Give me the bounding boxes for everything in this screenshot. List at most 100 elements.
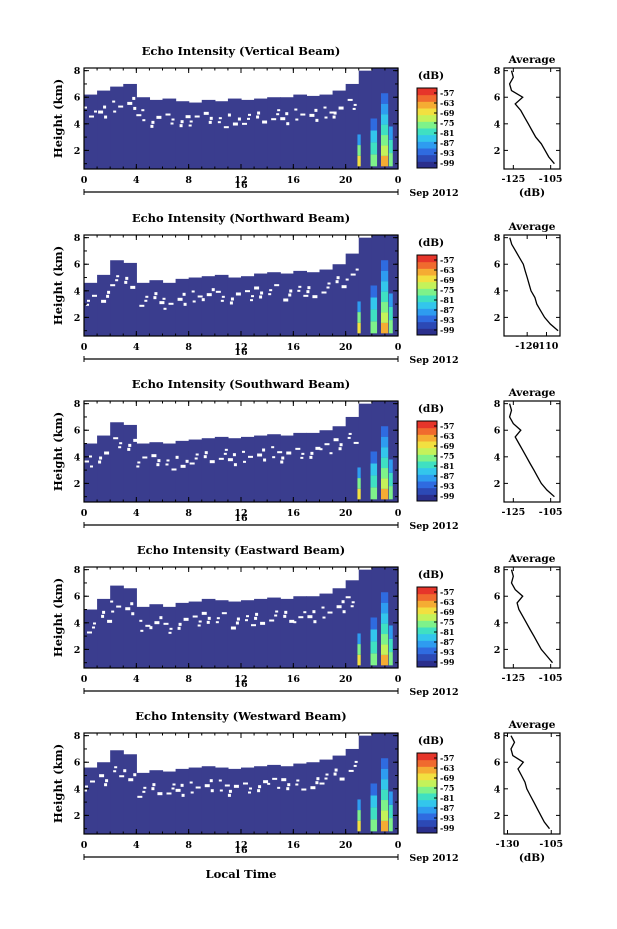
heatmap-gap [309, 113, 315, 117]
heatmap-gap [84, 106, 87, 109]
x-tick-label: 20 [339, 175, 353, 186]
heatmap-gap [341, 600, 345, 604]
colorbar-swatch [417, 607, 437, 615]
heatmap-cell [214, 101, 229, 169]
heatmap-gap [280, 460, 284, 464]
heatmap-gap [142, 456, 148, 459]
colorbar-tick-label: -87 [440, 471, 454, 481]
colorbar-swatch [417, 427, 437, 435]
heatmap-cell [306, 762, 321, 834]
heatmap-gap [230, 297, 234, 301]
heatmap-cell [388, 652, 393, 666]
heatmap-gap [191, 290, 195, 293]
heatmap-gap [172, 783, 176, 786]
heatmap-cell [357, 820, 361, 832]
heatmap-cell [110, 260, 124, 336]
average-frame [503, 234, 561, 337]
heatmap-cell [319, 430, 334, 502]
heatmap-gap [159, 616, 163, 620]
heatmap-gap [98, 110, 104, 114]
heatmap-cell [162, 771, 177, 834]
colorbar-swatch [417, 101, 437, 109]
colorbar-tick-label: -75 [440, 118, 454, 128]
heatmap-cell [380, 613, 389, 624]
y-tick-label: 2 [74, 146, 81, 157]
heatmap-cell [357, 810, 361, 821]
heatmap-cell [293, 763, 308, 834]
heatmap-gap [281, 456, 285, 460]
colorbar-tick-label: -75 [440, 451, 454, 461]
heatmap-cell [357, 478, 361, 489]
colorbar-swatch [417, 454, 437, 462]
heatmap-gap [325, 773, 329, 776]
heatmap-cell [110, 422, 124, 502]
heatmap-cell [380, 654, 389, 666]
heatmap-gap [251, 295, 254, 298]
heatmap-cell [201, 438, 216, 502]
x-tick-label: 0 [395, 840, 402, 851]
heatmap-gap [208, 120, 212, 124]
heatmap-gap [189, 120, 193, 123]
heatmap-gap [286, 122, 290, 126]
x-tick-label: 16 [287, 674, 301, 685]
heatmap-cell [357, 488, 361, 500]
heatmap-cell [380, 155, 389, 167]
heatmap-gap [203, 111, 209, 115]
average-y-tick-label: 6 [494, 758, 501, 769]
heatmap-cell [370, 463, 378, 476]
heatmap-gap [275, 610, 279, 613]
heatmap-cell [332, 90, 347, 169]
colorbar-tick-label: -93 [440, 813, 455, 823]
heatmap-gap [350, 605, 354, 608]
heatmap-gap [248, 113, 251, 116]
heatmap-gap [190, 791, 194, 794]
colorbar-tick-label: -75 [440, 783, 454, 793]
y-tick-label: 4 [74, 618, 81, 629]
heatmap-cell [110, 86, 124, 169]
panel-title: Echo Intensity (Westward Beam) [135, 709, 346, 723]
heatmap-cell [345, 416, 360, 502]
date-label: Sep 2012 [409, 188, 458, 199]
heatmap-gap [115, 279, 119, 282]
colorbar-swatch [417, 281, 437, 289]
heatmap-gap [236, 617, 240, 621]
heatmap-gap [151, 454, 157, 458]
average-x-tick-label: -120 [515, 341, 539, 352]
heatmap-gap [339, 443, 343, 447]
average-y-tick-label: 2 [494, 811, 501, 822]
heatmap-cell [267, 597, 281, 668]
heatmap-gap [177, 297, 183, 301]
heatmap-gap [195, 453, 199, 456]
average-y-tick-label: 8 [494, 66, 501, 77]
heatmap-cell [175, 768, 190, 834]
heatmap-gap [345, 278, 349, 281]
heatmap-cell [84, 609, 98, 668]
heatmap-gap [334, 768, 338, 772]
heatmap-cell [380, 291, 389, 303]
heatmap-gap [243, 782, 248, 785]
heatmap-gap [332, 115, 336, 119]
colorbar-tick-label: -81 [440, 461, 454, 471]
heatmap-gap [338, 106, 344, 110]
heatmap-cell [388, 472, 393, 487]
heatmap-gap [218, 779, 222, 782]
heatmap-cell [175, 602, 190, 668]
heatmap-gap [310, 451, 314, 455]
y-tick-label: 6 [74, 93, 81, 104]
heatmap-gap [288, 293, 292, 297]
heatmap-gap [312, 610, 316, 614]
heatmap-cell [370, 285, 378, 298]
heatmap-gap [201, 611, 207, 615]
day-label: 16 [234, 347, 248, 358]
heatmap-gap [309, 455, 313, 459]
heatmap-gap [106, 294, 110, 298]
heatmap-gap [218, 457, 224, 460]
heatmap-cell [241, 99, 255, 169]
heatmap-gap [350, 273, 356, 276]
heatmap-gap [224, 448, 228, 451]
heatmap-gap [312, 295, 318, 299]
y-axis-label: Height (km) [51, 744, 65, 823]
heatmap-cell [306, 596, 321, 668]
average-x-tick-label: -125 [501, 673, 525, 684]
heatmap-gap [223, 452, 227, 455]
